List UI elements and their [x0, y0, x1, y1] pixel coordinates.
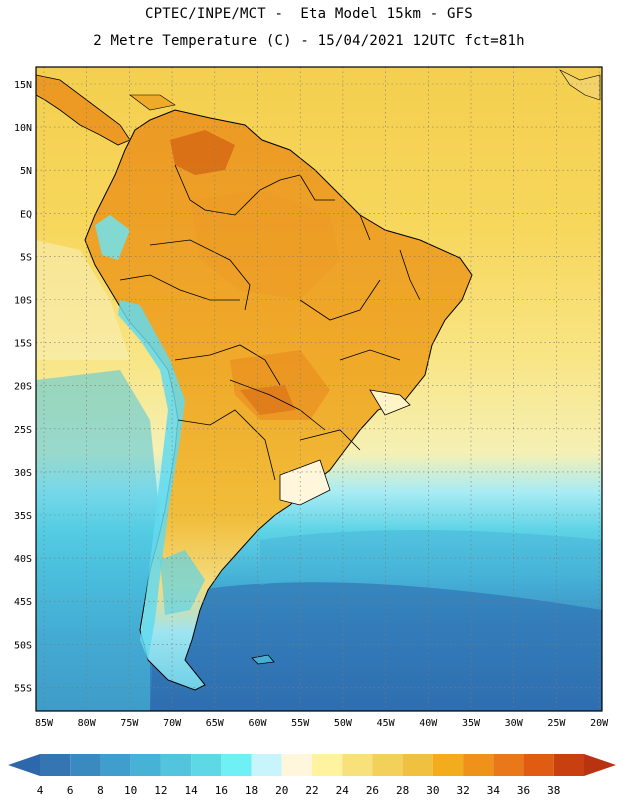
colorbar-label: 38: [547, 784, 560, 797]
map-title: CPTEC/INPE/MCT - Eta Model 15km - GFS: [145, 6, 473, 22]
longitude-label: 55W: [291, 718, 310, 729]
colorbar-label: 32: [456, 784, 469, 797]
latitude-label: 50S: [14, 640, 32, 651]
latitude-label: 10N: [14, 123, 32, 134]
colorbar-label: 20: [275, 784, 288, 797]
latitude-label: 30S: [14, 468, 32, 479]
longitude-label: 45W: [377, 718, 396, 729]
longitude-label: 35W: [462, 718, 481, 729]
colorbar-label: 36: [517, 784, 530, 797]
latitude-label: EQ: [20, 209, 32, 220]
colorbar-swatch: [251, 754, 282, 776]
colorbar-label: 4: [37, 784, 44, 797]
colorbar-swatch: [70, 754, 101, 776]
longitude-label: 40W: [419, 718, 438, 729]
colorbar-swatch: [191, 754, 222, 776]
latitude-label: 35S: [14, 511, 32, 522]
colorbar-label: 34: [487, 784, 501, 797]
colorbar-label: 22: [305, 784, 318, 797]
colorbar-swatch: [372, 754, 403, 776]
latitude-label: 15N: [14, 80, 32, 91]
longitude-label: 65W: [206, 718, 225, 729]
longitude-label: 60W: [248, 718, 267, 729]
longitude-label: 70W: [163, 718, 182, 729]
colorbar-swatch: [40, 754, 71, 776]
colorbar-swatch: [100, 754, 131, 776]
map-canvas: 15N 10N 5N EQ 5S 10S 15S 20S 25S 30S 35S 40S 45S 50S 5…: [14, 66, 609, 729]
latitude-label: 5N: [20, 166, 32, 177]
map-frame: [35, 66, 603, 712]
colorbar-swatch: [523, 754, 554, 776]
colorbar-label: 30: [426, 784, 439, 797]
longitude-label: 85W: [35, 718, 54, 729]
colorbar-swatch: [281, 754, 312, 776]
colorbar-label: 24: [336, 784, 350, 797]
latitude-label: 55S: [14, 683, 32, 694]
colorbar-swatch: [493, 754, 524, 776]
longitude-label: 80W: [78, 718, 97, 729]
latitude-label: 45S: [14, 597, 32, 608]
colorbar-label: 10: [124, 784, 137, 797]
colorbar: 4 6 8 10 12 14 16 18 20 22 24 26 28 30 32 34 36 38: [8, 754, 616, 797]
colorbar-swatch: [221, 754, 252, 776]
colorbar-swatch: [312, 754, 343, 776]
colorbar-label: 6: [67, 784, 74, 797]
longitude-labels: 85W 80W 75W 70W 65W 60W 55W 50W 45W 40W 35W 30W 25W 2…: [35, 718, 609, 729]
colorbar-swatch: [342, 754, 373, 776]
map-subtitle: 2 Metre Temperature (C) - 15/04/2021 12U…: [93, 33, 525, 49]
colorbar-label: 16: [215, 784, 228, 797]
colorbar-label: 14: [184, 784, 198, 797]
colorbar-swatch: [130, 754, 161, 776]
colorbar-swatch: [463, 754, 494, 776]
colorbar-swatch: [432, 754, 464, 776]
colorbar-label: 26: [366, 784, 379, 797]
temperature-field: [36, 67, 602, 711]
graticule: [36, 67, 602, 711]
longitude-label: 20W: [590, 718, 609, 729]
latitude-label: 40S: [14, 554, 32, 565]
latitude-label: 15S: [14, 339, 32, 350]
latitude-label: 5S: [20, 252, 32, 263]
latitude-label: 10S: [14, 296, 32, 307]
latitude-label: 25S: [14, 425, 32, 436]
colorbar-label: 12: [154, 784, 167, 797]
longitude-label: 75W: [120, 718, 139, 729]
country-borders: [119, 164, 421, 481]
latitude-labels: 15N 10N 5N EQ 5S 10S 15S 20S 25S 30S 35S 40S 45S 50S 5…: [14, 80, 32, 694]
colorbar-swatch: [160, 754, 192, 776]
colorbar-swatch: [402, 754, 433, 776]
colorbar-max-extension: [584, 754, 616, 776]
longitude-label: 25W: [547, 718, 566, 729]
colorbar-swatch: [553, 754, 584, 776]
latitude-label: 20S: [14, 382, 32, 393]
longitude-label: 30W: [505, 718, 524, 729]
longitude-label: 50W: [334, 718, 353, 729]
colorbar-min-extension: [8, 754, 40, 776]
colorbar-label: 8: [97, 784, 104, 797]
colorbar-label: 28: [396, 784, 409, 797]
colorbar-label: 18: [245, 784, 258, 797]
